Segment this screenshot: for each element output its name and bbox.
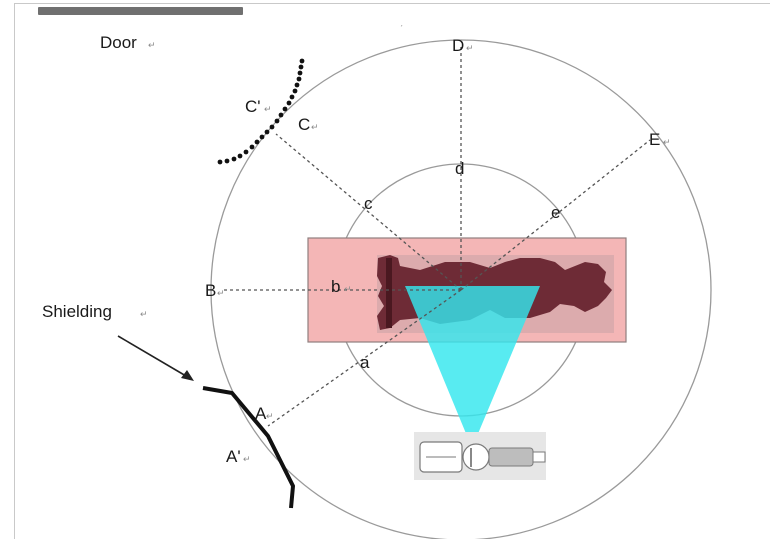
shielding-wall [202, 386, 295, 509]
return-mark: ↵ [140, 309, 148, 319]
label-d: d [455, 159, 464, 178]
label-E: E [649, 130, 660, 149]
outer-distance-circle [210, 39, 712, 539]
window-frame-top [14, 3, 770, 4]
xray-tube-icon [414, 432, 546, 480]
arrowhead-icon [181, 370, 194, 381]
window-frame-left [14, 3, 15, 539]
shielding-pointer-arrow [117, 335, 187, 377]
return-mark: ↵ [264, 104, 272, 114]
return-mark: ↵ [217, 288, 225, 298]
return-mark: ↵ [266, 411, 274, 421]
xray-beam [405, 286, 540, 448]
return-mark: ↵ [311, 122, 319, 132]
return-mark: ↵ [466, 43, 474, 53]
stray-mark: ˊ [400, 24, 403, 34]
label-A-prime: A' [226, 447, 241, 466]
label-b: b [331, 277, 340, 296]
return-mark: ↵ [663, 137, 671, 147]
line-to-E [460, 139, 651, 291]
label-c: c [364, 194, 373, 213]
door-arc [217, 58, 305, 165]
label-B: B [205, 281, 216, 300]
return-mark: ↵ [148, 40, 156, 50]
line-to-C [275, 133, 462, 291]
label-A: A [255, 404, 267, 423]
label-C-prime: C' [245, 97, 261, 116]
return-mark: ↵ [344, 284, 352, 294]
label-D: D [452, 36, 464, 55]
label-a: a [360, 353, 370, 372]
label-C: C [298, 115, 310, 134]
label-door: Door [100, 33, 137, 52]
label-shielding: Shielding [42, 302, 112, 321]
scroll-tab[interactable] [38, 7, 243, 15]
return-mark: ↵ [243, 454, 251, 464]
label-e: e [551, 203, 560, 222]
